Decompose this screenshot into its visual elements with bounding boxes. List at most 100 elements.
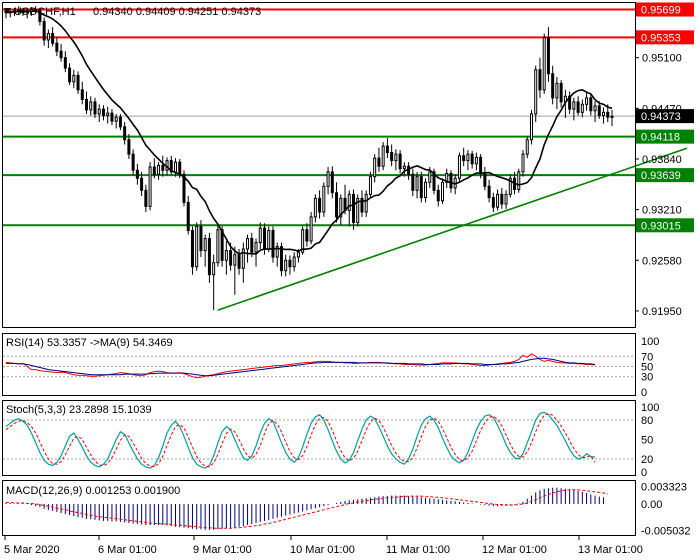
candle-body-bear — [318, 197, 322, 213]
candle-body-bull — [275, 246, 279, 258]
candle-body-bull — [313, 197, 317, 218]
candle — [322, 182, 326, 217]
main-pane[interactable]: 0.956990.951000.944700.938400.932100.925… — [2, 2, 695, 328]
candle-body-bear — [250, 238, 254, 253]
candle-body-bull — [148, 166, 152, 207]
candle — [72, 69, 76, 89]
price-tick-label: 0.95100 — [642, 53, 682, 65]
time-axis: 5 Mar 2020 6 Mar 01:00 9 Mar 01:00 10 Mar 0… — [4, 536, 643, 556]
candle — [123, 121, 127, 145]
rsi-tick-label: 70 — [641, 351, 653, 363]
time-tick-label: 5 Mar 2020 — [4, 544, 60, 556]
candle — [207, 232, 211, 283]
time-tick-label: 9 Mar 01:00 — [193, 544, 252, 556]
candle-body-bull — [529, 113, 533, 141]
rsi-title: RSI(14) 53.3357 ->MA(9) 54.3469 — [6, 337, 173, 349]
candle — [68, 63, 72, 86]
candle — [152, 158, 156, 179]
candle-body-bear — [85, 98, 89, 111]
candle-body-bear — [351, 193, 355, 223]
candle — [368, 171, 372, 199]
candle-body-bear — [186, 201, 190, 232]
time-tick-label: 10 Mar 01:00 — [290, 544, 355, 556]
candle — [186, 195, 190, 235]
candle — [318, 190, 322, 219]
resistance-price-tag — [636, 30, 694, 45]
candle — [301, 226, 305, 255]
candle-body-bull — [381, 145, 385, 167]
time-tick-label: 11 Mar 01:00 — [386, 544, 450, 556]
candle — [106, 106, 110, 124]
price-tick-label: 0.93840 — [642, 154, 682, 166]
candle-body-bear — [237, 254, 241, 269]
candle-body-bull — [525, 139, 529, 155]
stoch-tick-label: 20 — [641, 454, 653, 466]
candle-body-bear — [462, 155, 466, 162]
candle-body-bull — [373, 157, 377, 178]
candle-body-bear — [487, 185, 491, 199]
candle — [436, 184, 440, 207]
candle — [572, 97, 576, 121]
candle — [487, 179, 491, 203]
candle — [203, 234, 207, 267]
candle — [288, 255, 292, 275]
candle — [284, 254, 288, 277]
resistance-price-tag-label: 0.95699 — [641, 5, 681, 17]
candle — [42, 17, 46, 46]
candle — [551, 65, 555, 105]
candle — [610, 109, 614, 127]
candle-body-bear — [127, 139, 131, 155]
candle — [212, 254, 216, 311]
candle — [190, 226, 194, 275]
candle-body-bull — [555, 82, 559, 99]
candle-body-bull — [445, 172, 449, 183]
macd-tick-label: 0.003323 — [641, 482, 687, 494]
support-trendline[interactable] — [217, 147, 688, 311]
candle-body-bear — [411, 173, 415, 191]
stoch-pane-frame — [2, 400, 636, 476]
candle-body-bear — [76, 74, 80, 91]
candle-body-bull — [440, 181, 444, 202]
candle — [457, 152, 461, 183]
candle — [63, 51, 67, 73]
candle — [127, 134, 131, 159]
candle — [216, 224, 220, 267]
time-tick-label: 6 Mar 01:00 — [98, 544, 157, 556]
candle — [93, 97, 97, 118]
stoch-tick-label: 100 — [641, 402, 659, 414]
candle — [114, 113, 118, 129]
candle — [292, 252, 296, 272]
candle — [254, 238, 258, 267]
candle-body-bull — [203, 238, 207, 252]
candle — [97, 104, 101, 122]
price-tick-label: 0.91950 — [642, 306, 682, 318]
candle — [555, 76, 559, 110]
candle — [76, 71, 80, 94]
stoch-tick-label: 80 — [641, 415, 653, 427]
candle-body-bull — [572, 101, 576, 110]
candle-body-bear — [589, 97, 593, 112]
candle-body-bull — [267, 230, 271, 250]
candle — [462, 147, 466, 167]
price-tick-label: 0.92580 — [642, 255, 682, 267]
candle — [597, 101, 601, 119]
support-price-tag — [636, 218, 694, 233]
candle — [148, 162, 152, 211]
candle-body-bear — [161, 164, 165, 171]
candle — [8, 9, 12, 18]
candle-body-bull — [602, 111, 606, 117]
candle-body-bear — [140, 177, 144, 191]
candle — [602, 107, 606, 124]
candle-body-bull — [195, 226, 199, 268]
candle-body-bear — [131, 153, 135, 171]
candle-body-bear — [419, 176, 423, 199]
candle-body-bull — [474, 156, 478, 165]
candle — [466, 150, 470, 171]
dropdown-triangle-icon[interactable] — [4, 8, 11, 13]
candle — [377, 147, 381, 172]
macd-pane[interactable]: 0.003323 0.00 -0.005032 MACD(12,26,9) 0.00… — [2, 480, 691, 538]
candle-body-bear — [390, 152, 394, 162]
